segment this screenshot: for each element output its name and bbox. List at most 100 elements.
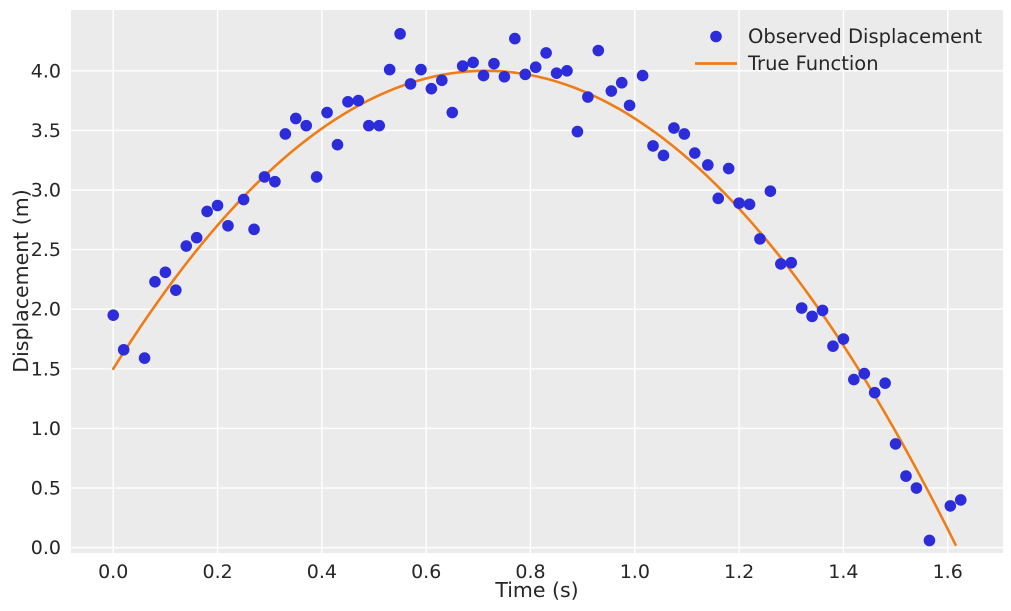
scatter-point: [363, 119, 375, 132]
x-tick-label: 0.6: [411, 561, 441, 583]
scatter-point: [668, 122, 680, 134]
y-tick-label: 2.0: [31, 299, 61, 321]
scatter-point: [117, 343, 130, 356]
scatter-point: [858, 367, 871, 380]
x-tick-label: 1.6: [933, 561, 963, 583]
scatter-point: [923, 534, 936, 547]
x-tick-label: 1.4: [828, 561, 858, 583]
scatter-point: [688, 147, 701, 159]
y-tick-label: 0.0: [31, 537, 61, 559]
x-tick-label: 1.2: [724, 561, 754, 583]
scatter-point: [467, 56, 479, 69]
y-tick-label: 3.5: [31, 120, 61, 142]
scatter-point: [900, 470, 912, 482]
scatter-point: [477, 69, 490, 82]
scatter-point: [868, 386, 881, 399]
scatter-point: [138, 352, 151, 364]
scatter-point: [605, 85, 618, 97]
scatter-point: [561, 65, 573, 77]
scatter-point: [944, 500, 957, 512]
scatter-point: [657, 149, 670, 162]
scatter-point: [806, 310, 818, 323]
scatter-point: [404, 78, 417, 90]
y-tick-label: 1.0: [31, 418, 61, 440]
true-function-line: [111, 69, 957, 546]
plot-area: [71, 10, 1003, 553]
scatter-point: [456, 60, 469, 72]
scatter-point: [331, 138, 344, 151]
scatter-point: [775, 258, 787, 270]
scatter-point: [170, 284, 182, 296]
scatter-point: [764, 185, 777, 197]
scatter-point: [425, 82, 438, 95]
scatter-point: [702, 159, 714, 171]
scatter-point: [269, 175, 281, 188]
scatter-point: [785, 256, 798, 269]
scatter-point: [712, 192, 725, 205]
scatter-point: [647, 140, 659, 152]
scatter-point: [300, 119, 313, 132]
scatter-point: [582, 91, 594, 103]
scatter-point: [498, 70, 511, 83]
legend-label-observed-displacement: Observed Displacement: [748, 25, 982, 48]
scatter-point: [415, 63, 427, 76]
scatter-point: [889, 438, 902, 450]
scatter-point: [383, 63, 396, 76]
y-tick-label: 1.5: [31, 358, 61, 380]
scatter-point: [159, 266, 172, 279]
y-tick-label: 2.5: [31, 239, 61, 261]
scatter-point: [848, 373, 860, 386]
scatter-point: [352, 94, 365, 107]
scatter-point: [248, 223, 260, 236]
true-function-curve: [111, 69, 957, 546]
legend: Observed Displacement True Function: [695, 25, 982, 75]
scatter-point: [310, 171, 323, 183]
scatter-point: [222, 219, 234, 232]
x-tick-label: 0.0: [98, 561, 128, 583]
y-tick-label: 3.0: [31, 180, 61, 202]
scatter-point: [733, 197, 745, 209]
scatter-point: [201, 205, 213, 218]
scatter-point: [550, 67, 563, 79]
scatter-point: [190, 231, 203, 244]
scatter-point: [954, 494, 967, 506]
scatter-point: [279, 128, 292, 140]
scatter-point: [342, 95, 354, 108]
scatter-point: [529, 61, 542, 74]
scatter-point: [879, 377, 891, 389]
scatter-point: [394, 28, 406, 40]
scatter-point: [827, 340, 839, 352]
scatter-point: [540, 47, 552, 59]
scatter-point: [373, 119, 386, 132]
y-axis-label: Displacement (m): [9, 189, 33, 372]
scatter-point: [678, 128, 691, 140]
scatter-point: [816, 304, 829, 317]
scatter-point: [446, 106, 459, 119]
scatter-point: [237, 193, 250, 206]
scatter-point: [623, 99, 636, 112]
x-tick-label: 0.2: [202, 561, 232, 583]
x-tick-label: 0.4: [307, 561, 337, 583]
scatter-point: [615, 76, 628, 89]
scatter-point: [149, 276, 161, 288]
scatter-point: [636, 69, 649, 82]
scatter-point: [321, 106, 333, 119]
y-tick-label: 0.5: [31, 478, 61, 500]
legend-label-true-function: True Function: [747, 52, 879, 75]
scatter-point: [258, 171, 271, 183]
scatter-point: [107, 309, 120, 321]
scatter-point: [795, 302, 808, 314]
x-tick-label: 0.8: [515, 561, 545, 583]
x-tick-labels: 0.0 0.2 0.4 0.6 0.8 1.0 1.2 1.4 1.6: [98, 561, 963, 583]
scatter-point: [837, 333, 850, 345]
scatter-point: [743, 198, 756, 211]
scatter-point: [571, 125, 584, 138]
scatter-points: [107, 28, 967, 547]
scatter-point: [488, 57, 500, 70]
scatter-point: [722, 162, 735, 175]
scatter-point: [509, 32, 521, 45]
scatter-point: [592, 44, 605, 57]
scatter-point: [211, 199, 224, 212]
